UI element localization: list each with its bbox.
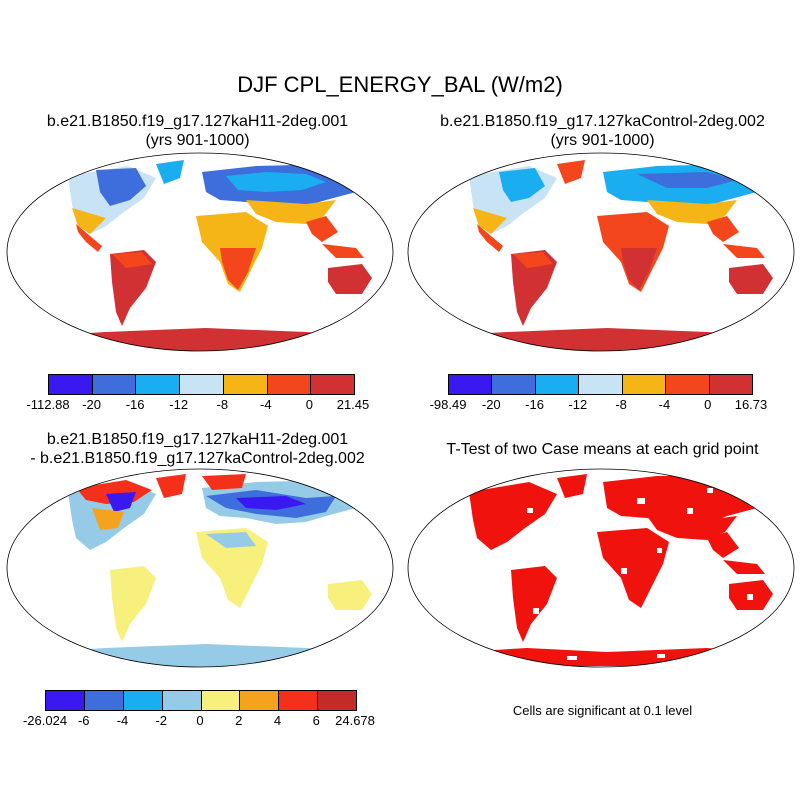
diff-map-land bbox=[7, 474, 393, 667]
diff-tick: -2 bbox=[155, 713, 168, 728]
case1-tick: 0 bbox=[305, 397, 314, 412]
case1-title: b.e21.B1850.f19_g17.127kaH11-2deg.001 bbox=[46, 113, 349, 130]
case2-tick: -16 bbox=[525, 397, 544, 412]
case2-map-land bbox=[408, 160, 794, 351]
case1-colorbar bbox=[48, 374, 355, 395]
diff-colorbar-box bbox=[46, 691, 85, 710]
case1-tick: -20 bbox=[82, 397, 101, 412]
diff-colorbar-box bbox=[201, 691, 241, 710]
case1-tick: -4 bbox=[260, 397, 272, 412]
case2-subtitle: (yrs 901-1000) bbox=[550, 132, 655, 149]
diff-tick: -6 bbox=[77, 713, 90, 728]
case1-colorbar-box bbox=[311, 375, 355, 394]
diff-colorbar bbox=[45, 690, 357, 711]
case1-tick: 21.45 bbox=[336, 397, 370, 412]
diff-tick: -4 bbox=[116, 713, 129, 728]
case2-colorbar-box bbox=[535, 375, 580, 394]
diff-colorbar-box bbox=[123, 691, 163, 710]
ttest-insignificant-cells bbox=[527, 488, 753, 660]
case2-colorbar bbox=[448, 374, 753, 395]
ttest-title: T-Test of two Case means at each grid po… bbox=[446, 441, 759, 458]
ttest-map-land bbox=[427, 474, 777, 666]
ttest-note: Cells are significant at 0.1 level bbox=[512, 703, 693, 718]
case1-colorbar-box bbox=[136, 375, 181, 394]
case1-tick: -16 bbox=[125, 397, 145, 412]
case1-colorbar-box bbox=[180, 375, 224, 394]
diff-tick: 2 bbox=[235, 713, 243, 728]
case1-tick: -8 bbox=[216, 397, 229, 412]
case1-colorbar-box bbox=[49, 375, 93, 394]
case2-tick: -8 bbox=[615, 397, 627, 412]
diff-colorbar-box bbox=[240, 691, 280, 710]
diff-colorbar-box bbox=[318, 691, 356, 710]
figure-title: DJF CPL_ENERGY_BAL (W/m2) bbox=[237, 72, 563, 97]
case2-tick: -4 bbox=[658, 397, 671, 412]
case1-subtitle: (yrs 901-1000) bbox=[145, 132, 250, 149]
case2-colorbar-box bbox=[709, 375, 752, 394]
case2-title: b.e21.B1850.f19_g17.127kaControl-2deg.00… bbox=[440, 113, 765, 130]
diff-tick: -26.024 bbox=[22, 713, 68, 728]
diff-title-line2: - b.e21.B1850.f19_g17.127kaControl-2deg.… bbox=[30, 450, 365, 467]
diff-colorbar-box bbox=[84, 691, 124, 710]
case2-colorbar-box bbox=[622, 375, 667, 394]
case2-tick: -20 bbox=[481, 397, 501, 412]
case1-colorbar-box bbox=[267, 375, 312, 394]
diff-map bbox=[6, 468, 394, 668]
case2-colorbar-ticks: -98.49 -20 -16 -12 -8 -4 0 16.73 bbox=[430, 397, 768, 413]
case1-tick: -12 bbox=[169, 397, 189, 412]
diff-tick: 24.678 bbox=[335, 713, 375, 728]
case2-tick: -12 bbox=[568, 397, 588, 412]
diff-colorbar-box bbox=[162, 691, 202, 710]
case1-colorbar-ticks: -112.88 -20 -16 -12 -8 -4 0 21.45 bbox=[26, 397, 369, 413]
case1-colorbar-box bbox=[92, 375, 137, 394]
case2-colorbar-box bbox=[492, 375, 536, 394]
case2-colorbar-box bbox=[579, 375, 623, 394]
diff-tick: 4 bbox=[273, 713, 282, 728]
case2-tick: -98.49 bbox=[429, 397, 467, 412]
case2-colorbar-box bbox=[666, 375, 710, 394]
case2-map bbox=[407, 152, 795, 352]
case2-colorbar-box bbox=[449, 375, 493, 394]
case1-colorbar-box bbox=[223, 375, 268, 394]
diff-colorbar-ticks: -26.024 -6 -4 -2 0 2 4 6 24.678 bbox=[23, 713, 375, 729]
diff-tick: 0 bbox=[196, 713, 204, 728]
case2-tick: 0 bbox=[704, 397, 712, 412]
case1-map bbox=[6, 152, 394, 352]
diff-title-line1: b.e21.B1850.f19_g17.127kaH11-2deg.001 bbox=[46, 431, 349, 448]
case2-tick: 16.73 bbox=[734, 397, 768, 412]
diff-colorbar-box bbox=[279, 691, 319, 710]
diff-tick: 6 bbox=[312, 713, 320, 728]
ttest-map bbox=[407, 468, 795, 668]
case1-map-land bbox=[7, 160, 393, 351]
case1-tick: -112.88 bbox=[26, 397, 70, 412]
